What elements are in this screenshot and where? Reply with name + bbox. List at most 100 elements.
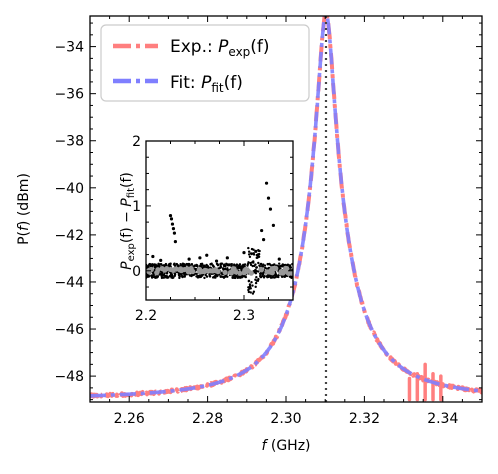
inset-y-axis-label: Pexp(f) − Pfit(f) <box>119 172 137 270</box>
residual-point <box>257 255 260 258</box>
residual-point <box>150 263 153 267</box>
x-tick-label: 2.26 <box>114 411 145 427</box>
y-tick-label: −42 <box>54 228 84 244</box>
inset-y-tick-label: 1 <box>132 199 141 215</box>
residual-point-grey <box>190 268 196 275</box>
residual-point <box>164 275 168 278</box>
residual-point <box>155 264 159 267</box>
residual-point <box>271 276 274 279</box>
residual-point-grey <box>202 267 208 273</box>
legend-label-fit: Fit: Pfit(f) <box>170 73 243 95</box>
residual-point <box>212 264 215 268</box>
residual-outlier <box>264 181 269 185</box>
residual-point <box>228 263 232 266</box>
residual-point <box>268 274 272 277</box>
residual-point <box>274 273 278 276</box>
residual-point-grey <box>258 266 264 272</box>
x-tick-label: 2.32 <box>349 411 380 427</box>
y-tick-label: −44 <box>54 275 84 291</box>
residual-point <box>222 264 226 268</box>
residual-point <box>177 272 181 275</box>
residual-outlier <box>151 254 155 259</box>
residual-point <box>203 276 206 280</box>
residual-point <box>248 283 252 286</box>
residual-outlier <box>260 228 264 233</box>
residual-outlier <box>159 258 163 263</box>
residual-point <box>219 262 222 266</box>
main-x-axis-label: f (GHz) <box>261 438 310 454</box>
residual-point <box>211 276 215 279</box>
residual-point <box>250 247 254 251</box>
residual-point <box>254 278 257 281</box>
residual-point <box>205 275 209 278</box>
residual-point <box>168 263 172 266</box>
residual-outlier <box>225 256 229 260</box>
residual-outlier <box>271 223 275 227</box>
residual-point <box>252 252 255 255</box>
residual-point <box>249 263 253 267</box>
residual-point <box>266 275 270 279</box>
main-y-axis-label: P(f) (dBm) <box>16 173 32 245</box>
residual-point <box>252 290 256 293</box>
residual-point <box>216 263 219 266</box>
residual-outlier <box>172 231 177 235</box>
residual-point <box>173 272 177 275</box>
residual-point <box>256 279 260 282</box>
inset-y-tick-label: 0 <box>132 264 141 280</box>
residual-point <box>193 264 196 268</box>
residual-outlier <box>254 249 258 253</box>
residual-point <box>158 265 161 268</box>
residual-outlier <box>171 227 176 231</box>
residual-point-grey <box>147 267 153 273</box>
legend-label-exp: Exp.: Pexp(f) <box>170 37 270 59</box>
residual-point <box>242 275 246 278</box>
residual-point <box>257 252 261 256</box>
residual-point <box>173 264 177 267</box>
residual-outlier <box>268 207 273 211</box>
residual-point <box>243 263 247 266</box>
residual-outlier <box>214 259 219 263</box>
residual-point <box>257 249 261 253</box>
residual-point-grey <box>184 266 190 272</box>
y-tick-label: −46 <box>54 322 84 338</box>
residual-point <box>251 284 254 287</box>
residual-point-grey <box>170 267 176 274</box>
residual-outlier <box>173 239 177 244</box>
residual-point <box>179 262 182 266</box>
residual-point <box>208 273 211 276</box>
residual-point <box>266 263 269 266</box>
residual-point <box>261 272 264 276</box>
residual-point <box>237 264 240 267</box>
residual-point-grey <box>248 270 254 276</box>
residual-point <box>182 263 186 267</box>
residual-point <box>254 285 257 289</box>
residual-point <box>219 265 223 268</box>
residual-point <box>247 290 251 294</box>
residual-point-grey <box>241 269 248 276</box>
residual-point <box>171 276 174 280</box>
y-tick-label: −38 <box>54 134 84 150</box>
residual-point <box>199 274 203 277</box>
residual-point <box>257 261 260 265</box>
residual-point <box>176 264 180 268</box>
residual-point <box>239 265 242 268</box>
legend: Exp.: Pexp(f) Fit: Pfit(f) <box>100 24 310 102</box>
residual-point <box>247 279 251 283</box>
residual-point <box>235 275 239 278</box>
residual-point-grey <box>286 270 292 276</box>
y-tick-label: −48 <box>54 369 84 385</box>
residual-outlier <box>187 257 191 261</box>
residual-point-grey <box>284 266 290 272</box>
inset-x-tick-label: 2.3 <box>233 308 255 324</box>
residual-point <box>219 275 223 278</box>
residual-outlier <box>205 253 209 257</box>
residual-point <box>235 264 238 267</box>
x-tick-label: 2.30 <box>270 411 301 427</box>
residual-point <box>277 262 281 265</box>
residual-point <box>248 255 252 259</box>
residual-point <box>290 276 293 280</box>
residual-point <box>249 252 253 255</box>
residual-outlier <box>277 257 281 261</box>
residual-point <box>162 273 166 276</box>
inset-x-tick-label: 2.2 <box>135 308 157 324</box>
